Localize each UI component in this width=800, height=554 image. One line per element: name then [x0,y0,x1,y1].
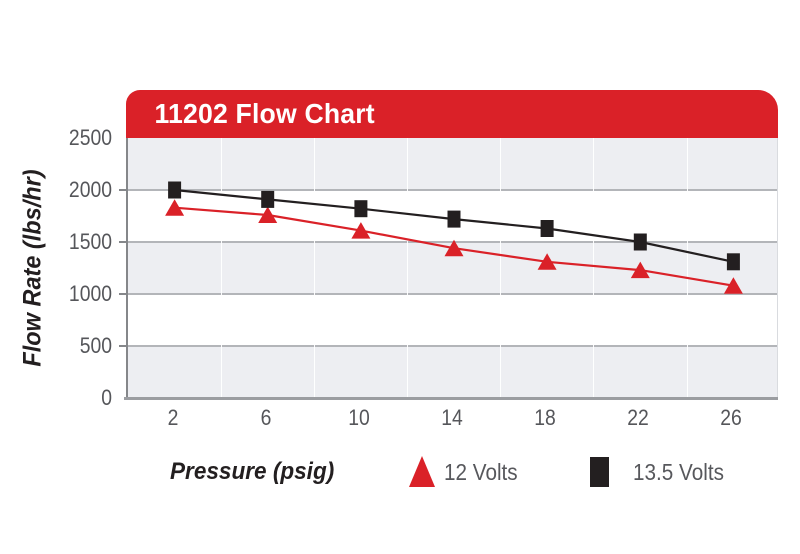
data-point-square-icon [261,190,275,208]
column-separator [593,138,594,398]
y-axis-tick-label: 500 [79,333,112,358]
data-point-triangle-icon [723,277,743,294]
y-axis-tick-label: 1000 [68,281,112,306]
x-axis-tick-label: 14 [441,405,463,430]
gridline-horizontal [128,293,777,295]
data-point-square-icon [540,220,554,237]
data-point-square-icon [726,253,740,271]
column-separator [314,138,315,398]
column-separator [221,138,222,398]
column-separator [407,138,408,398]
column-separator [687,138,688,398]
data-point-square-icon [447,210,461,228]
x-axis-tick-label: 22 [627,405,649,430]
chart-title: 11202 Flow Chart [154,98,375,129]
data-point-triangle-icon [537,253,557,270]
y-axis-tick-label: 2000 [68,177,112,202]
legend-label-12-volts: 12 Volts [444,459,518,485]
y-tick-mark [119,189,128,191]
x-axis-tick-label: 6 [260,405,272,430]
x-axis-title: Pressure (psig) [170,458,335,485]
data-point-square-icon [354,200,368,218]
data-point-triangle-icon [630,261,650,279]
y-tick-mark [119,241,128,243]
gridline-horizontal [128,345,777,347]
data-point-square-icon [168,181,182,199]
legend-triangle-icon [409,456,435,487]
y-axis-tick-label: 2500 [68,125,112,150]
data-point-triangle-icon [258,206,278,223]
y-tick-mark [119,345,128,347]
legend-label-13-5-volts: 13.5 Volts [633,459,724,485]
legend-square-icon [590,457,609,487]
data-point-square-icon [633,233,647,251]
data-point-triangle-icon [444,239,464,257]
x-axis-tick-label: 18 [534,405,556,430]
x-axis-line [124,397,778,400]
column-separator [500,138,501,398]
y-axis-tick-label: 0 [101,385,112,410]
x-axis-tick-label: 2 [167,405,179,430]
x-axis-tick-label: 10 [348,405,370,430]
y-axis-title: Flow Rate (lbs/hr) [18,169,47,367]
data-point-triangle-icon [165,199,185,216]
plot-area [119,138,778,398]
x-axis-tick-label: 26 [720,405,742,430]
gridline-horizontal [128,241,777,243]
data-point-triangle-icon [351,222,371,239]
chart-title-banner: 11202 Flow Chart [126,90,778,138]
y-axis-tick-label: 1500 [68,229,112,254]
series-plot [165,181,743,294]
y-tick-mark [119,293,128,295]
gridline-horizontal [128,189,777,191]
